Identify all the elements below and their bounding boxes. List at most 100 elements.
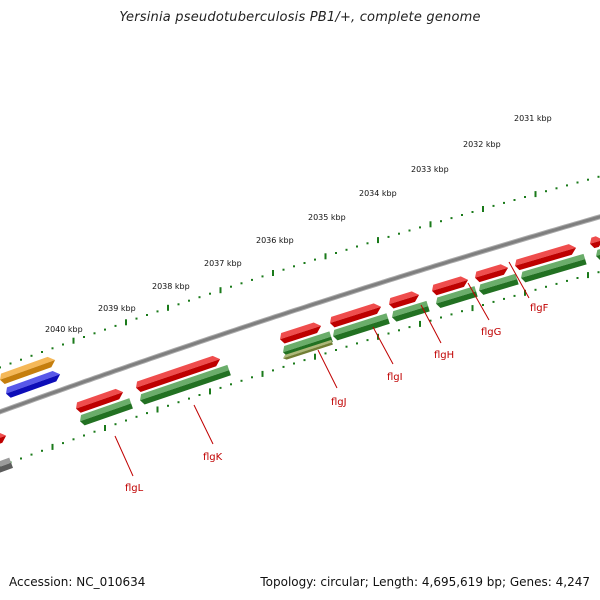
scale-tick	[146, 314, 148, 316]
gene-bar-top	[479, 273, 518, 291]
scale-tick	[209, 292, 211, 295]
gene-label: flgK	[203, 452, 223, 463]
gene-label: flgH	[434, 350, 454, 361]
scale-tick	[62, 442, 64, 445]
scale-label: 2033 kbp	[411, 165, 449, 174]
scale-tick	[0, 366, 1, 369]
feature-arrow-orange	[0, 356, 56, 384]
feature-arrow-blue-bottom	[6, 374, 61, 398]
scale-tick	[272, 369, 274, 372]
scale-tick	[555, 282, 558, 285]
gene-bar-bottom	[521, 259, 587, 283]
gene-bar-overlay	[283, 339, 333, 360]
scale-tick	[566, 279, 568, 282]
gene-bar-bottom	[392, 306, 430, 322]
cds-arrow-top	[280, 322, 322, 340]
accession-text: Accession: NC_010634	[9, 575, 146, 589]
scale-tick	[30, 354, 33, 357]
gene-bar-bottom	[140, 370, 231, 405]
genome-summary-text: Topology: circular; Length: 4,695,619 bp…	[260, 575, 590, 589]
feature-arrow-blue	[6, 371, 61, 398]
scale-tick	[597, 175, 600, 178]
scale-tick	[324, 352, 327, 355]
scale-tick	[419, 226, 421, 229]
scale-tick	[114, 423, 117, 426]
scale-tick	[261, 370, 264, 377]
scale-tick	[314, 353, 316, 360]
cds-arrow-bottom	[389, 294, 420, 309]
gene-leader-line	[193, 404, 214, 445]
gene-leader-line	[467, 282, 490, 321]
gene-bar-bottom	[479, 279, 519, 295]
scale-label: 2035 kbp	[308, 213, 346, 222]
gene-leader-line	[372, 326, 394, 365]
feature-arrow-orange-top	[0, 356, 56, 380]
cds-arrow	[590, 236, 600, 249]
cds-arrow-top	[136, 355, 221, 388]
cds-arrow-bottom	[330, 306, 382, 328]
scale-tick	[587, 272, 589, 279]
scale-tick	[219, 287, 222, 294]
scale-tick	[482, 206, 484, 212]
gene-bar	[283, 331, 333, 357]
scale-tick	[93, 332, 96, 335]
scale-tick	[282, 268, 285, 271]
scale-tick	[177, 401, 180, 404]
scale-tick	[450, 313, 453, 316]
gene-bar-overlay-top	[283, 339, 333, 359]
scale-tick	[83, 336, 85, 338]
scale-tick	[387, 332, 390, 335]
scale-tick	[377, 237, 379, 244]
gene-label: flgL	[125, 483, 144, 494]
feature-bar-gray-top	[0, 457, 12, 469]
gene-bar-top	[80, 398, 132, 422]
scale-tick	[534, 288, 537, 291]
cds-arrow-top	[515, 244, 577, 266]
gene-bar	[479, 273, 519, 295]
scale-tick	[303, 359, 306, 362]
scale-tick	[293, 265, 295, 268]
scale-tick	[534, 191, 537, 198]
gene-label: flgG	[481, 327, 501, 338]
scale-tick	[566, 184, 568, 187]
cds-arrow	[0, 432, 7, 444]
scale-tick	[240, 282, 243, 285]
scale-tick	[93, 430, 96, 433]
scale-tick	[398, 329, 400, 332]
gene-bar	[521, 253, 587, 283]
gene-bar-bottom	[80, 403, 133, 426]
scale-tick	[366, 242, 369, 245]
scale-tick	[335, 252, 337, 254]
scale-tick	[41, 449, 43, 452]
scale-tick	[125, 419, 127, 422]
scale-tick	[587, 178, 589, 181]
scale-tick	[366, 339, 369, 342]
scale-tick	[198, 296, 201, 299]
gene-leader-line	[420, 304, 442, 344]
scale-tick	[177, 303, 180, 306]
scale-tick	[345, 248, 348, 251]
scale-tick	[282, 365, 285, 368]
scale-tick	[240, 379, 243, 382]
scale-tick	[104, 425, 106, 431]
gene-bar	[436, 286, 478, 308]
scale-tick	[356, 245, 358, 248]
scale-tick	[440, 316, 442, 319]
scale-tick	[576, 181, 579, 184]
scale-tick	[20, 457, 22, 460]
scale-tick	[251, 376, 253, 379]
cds-arrow-top	[432, 276, 469, 291]
feature-bar-gray	[0, 457, 13, 473]
cds-arrow-bottom	[280, 325, 322, 344]
scale-tick	[41, 351, 43, 353]
scale-tick	[471, 305, 474, 312]
scale-tick	[555, 187, 558, 190]
scale-tick	[51, 443, 54, 450]
scale-tick	[450, 217, 453, 220]
cds-arrow-top	[76, 388, 124, 409]
scale-tick	[314, 258, 316, 261]
cds-arrow	[280, 322, 322, 344]
scale-label: 2040 kbp	[45, 325, 83, 334]
scale-label: 2037 kbp	[204, 259, 242, 268]
